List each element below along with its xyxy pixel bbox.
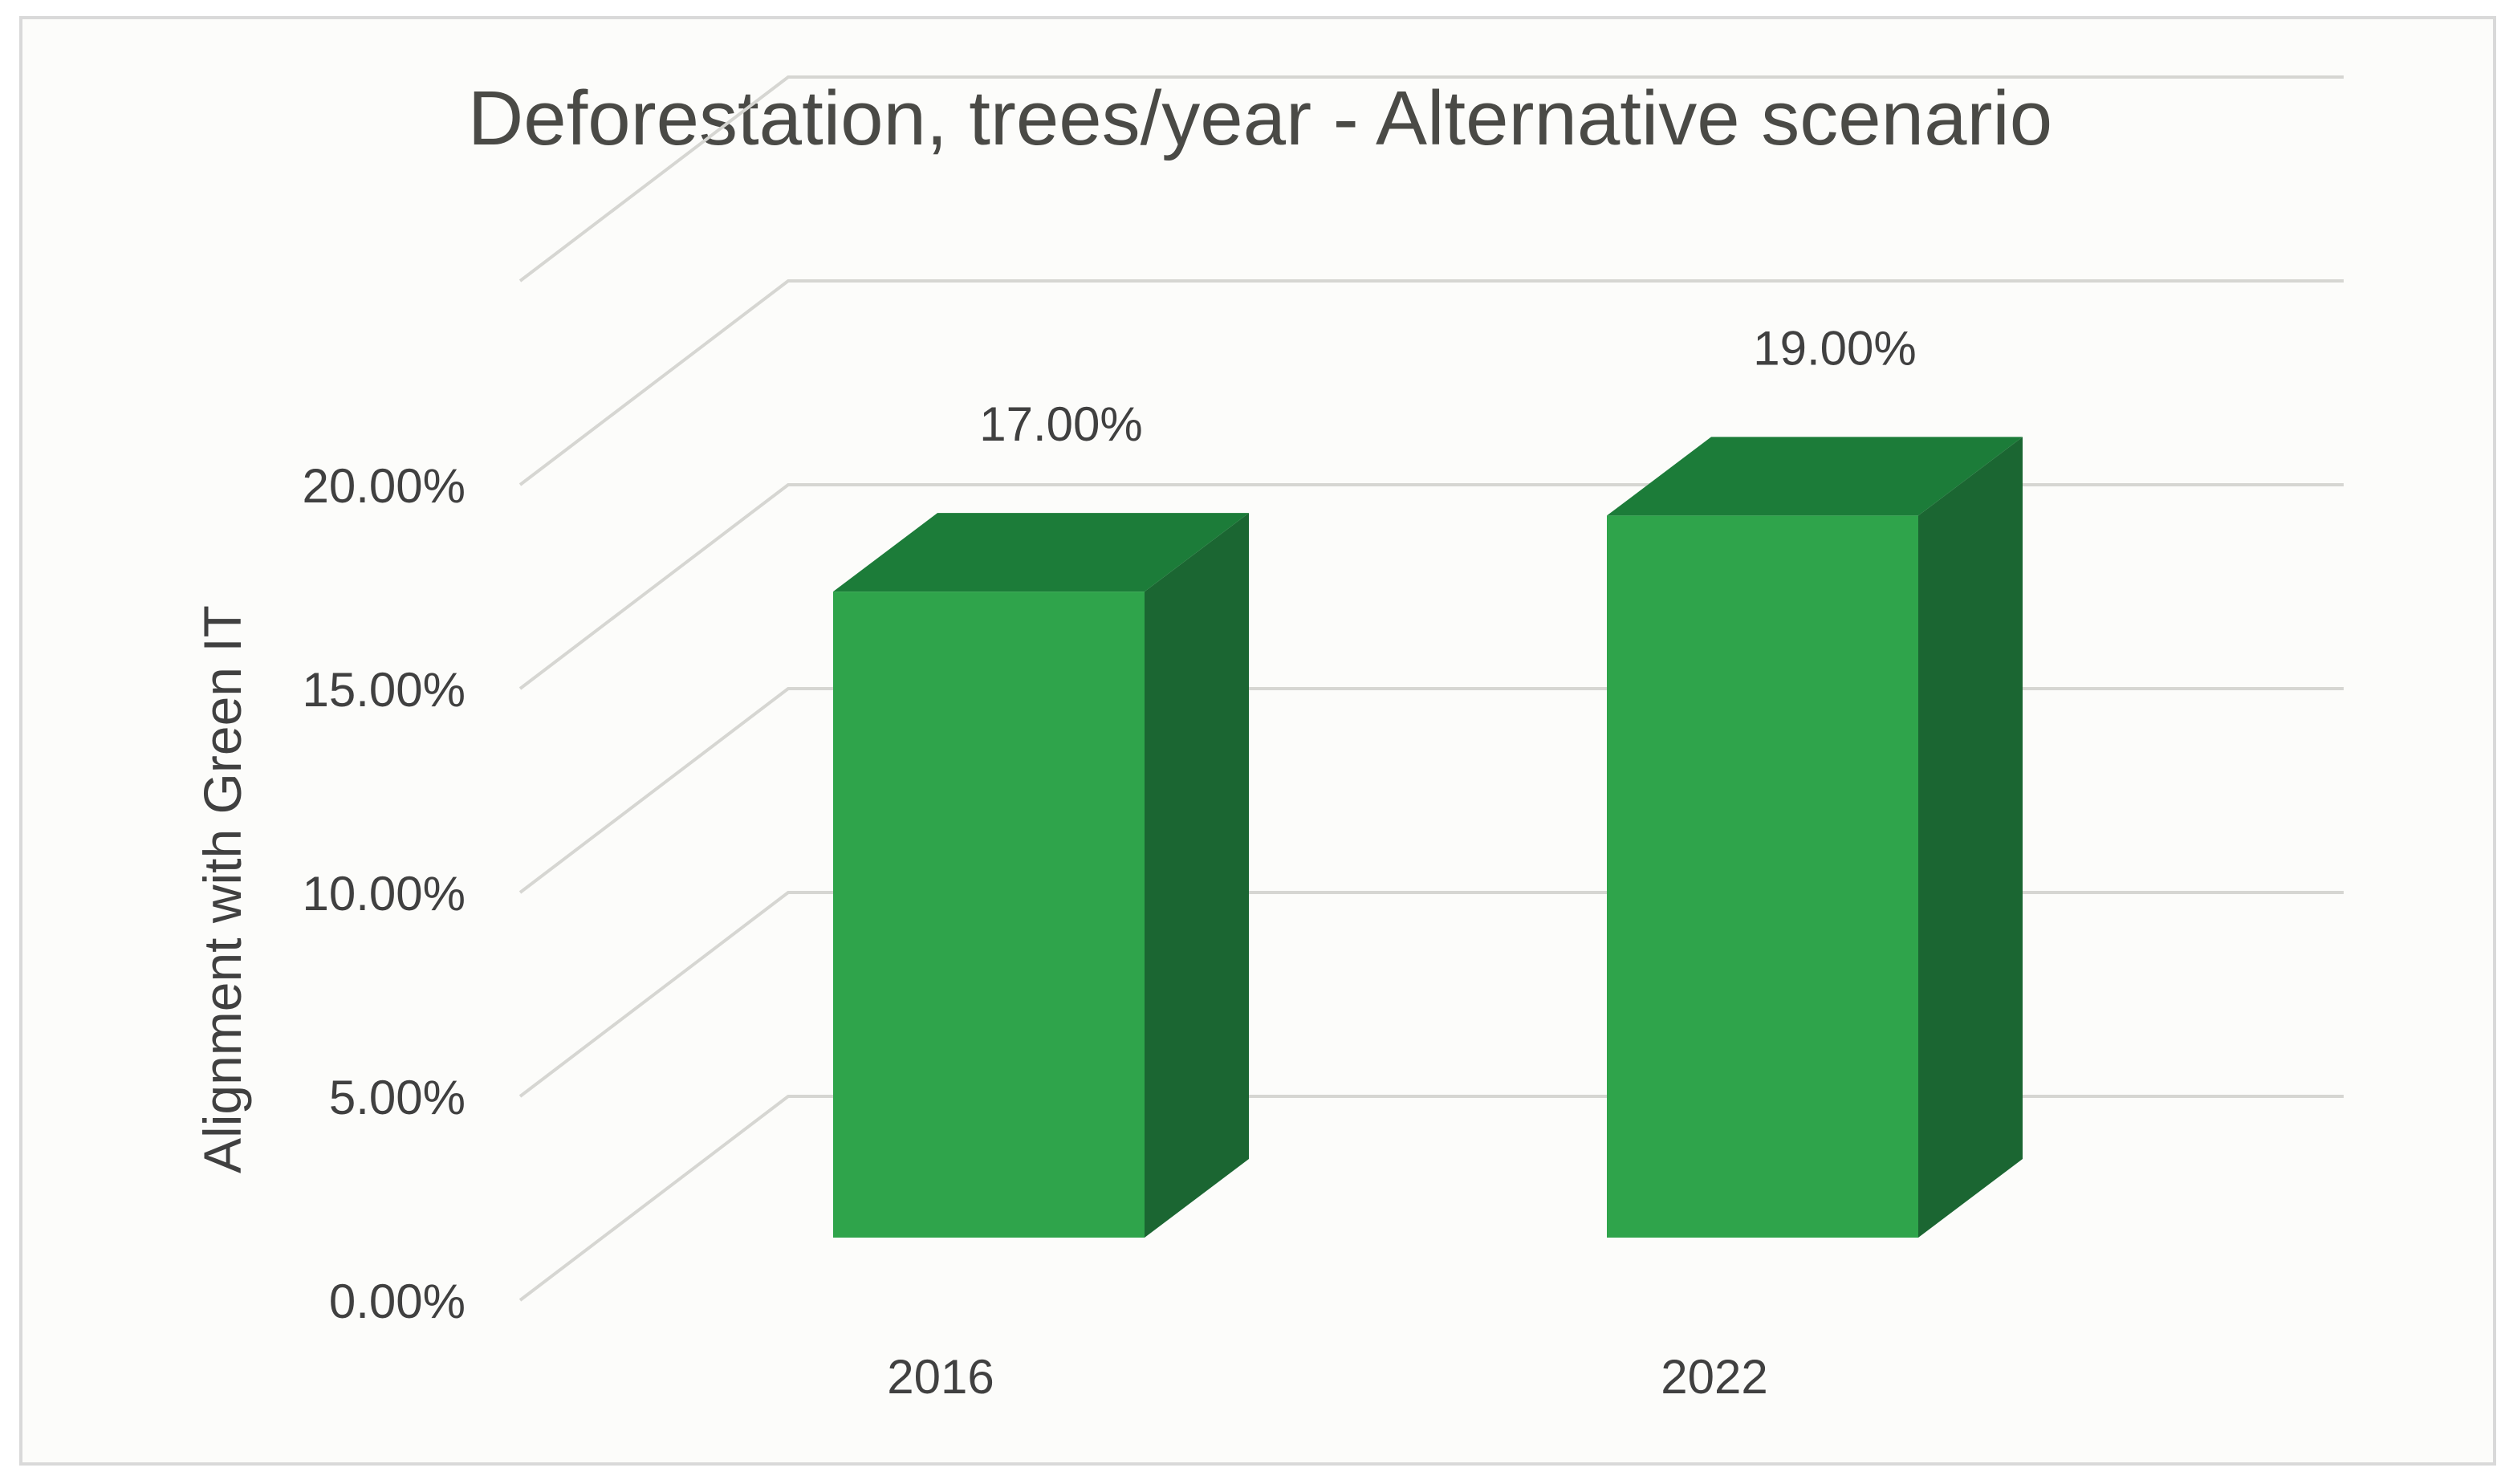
y-tick-label: 20.00% [303,459,466,513]
bar-front-face [1607,515,1918,1238]
bar-top-face [833,513,1249,592]
gridline [518,75,2344,283]
gridline [518,279,2344,486]
bar-side-face [1918,437,2023,1238]
x-axis-categories: 2016 2022 [887,1350,1767,1404]
bar-top-face [1607,437,2023,516]
y-tick-label: 0.00% [329,1275,466,1328]
y-tick-label: 5.00% [329,1071,466,1124]
bars [833,437,2023,1238]
data-label: 17.00% [979,397,1143,451]
data-label: 19.00% [1753,321,1917,375]
bar [1607,437,2023,1238]
bar-front-face [833,592,1145,1238]
x-category-label: 2016 [887,1350,994,1404]
bar [833,513,1249,1238]
x-category-label: 2022 [1661,1350,1767,1404]
chart-background [19,16,2496,1466]
data-labels: 17.00% 19.00% [979,321,1917,451]
bar-side-face [1145,513,1249,1238]
y-tick-label: 15.00% [303,663,466,717]
chart-title: Deforestation, trees/year - Alternative … [468,75,2052,161]
y-tick-label: 10.00% [303,867,466,921]
y-axis-title: Alignment with Green IT [193,605,252,1173]
y-axis-ticks: 0.00% 5.00% 10.00% 15.00% 20.00% [303,459,466,1328]
